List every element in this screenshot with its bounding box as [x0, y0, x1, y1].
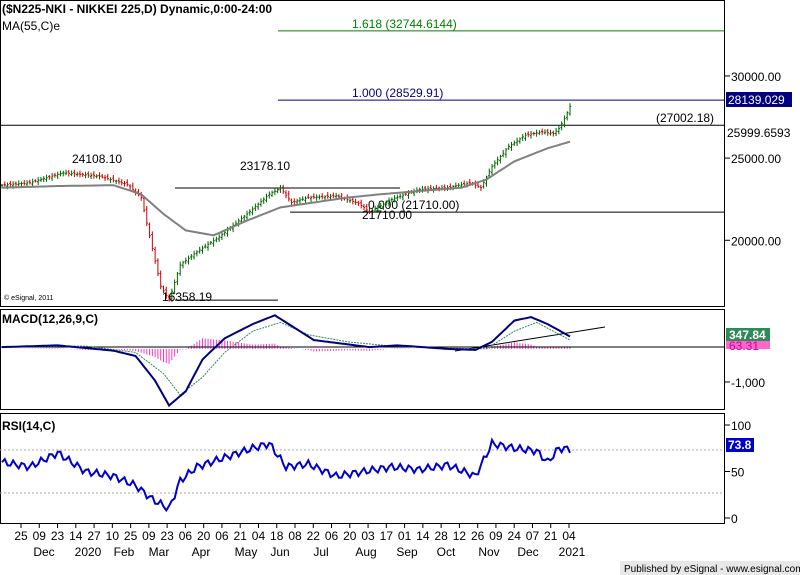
- price-annotation: 16358.19: [162, 290, 212, 304]
- x-day-label: 18: [270, 529, 284, 543]
- x-day-label: 06: [325, 529, 339, 543]
- fib-levels: 1.618 (32744.6144) 1.000 (28529.91) (27002…: [0, 17, 724, 301]
- chart-title: ($N225-NKI - NIKKEI 225,D) Dynamic,0:00-…: [2, 2, 272, 16]
- rsi-line: [1, 437, 571, 513]
- x-month-label: Apr: [192, 545, 211, 559]
- price-annotation: 24108.10: [72, 152, 122, 166]
- fib-level-label: 1.000 (28529.91): [352, 86, 443, 100]
- x-day-label: 23: [51, 529, 65, 543]
- x-day-label: 14: [69, 529, 83, 543]
- x-day-label: 06: [215, 529, 229, 543]
- ma-indicator-label: MA(55,C)e: [2, 19, 60, 33]
- x-day-label: 03: [361, 529, 375, 543]
- last-price-label: 28139.029: [728, 93, 785, 107]
- price-y-axis: 20000.00 25000.00 30000.00: [725, 70, 781, 248]
- x-month-label: Jul: [313, 545, 328, 559]
- x-day-label: 04: [562, 529, 576, 543]
- fib-level-label: 1.618 (32744.6144): [352, 17, 457, 31]
- x-day-label: 21: [234, 529, 248, 543]
- x-month-label: Dec: [517, 545, 538, 559]
- fib-level-label: (27002.18): [656, 111, 714, 125]
- x-month-label: Jun: [270, 545, 289, 559]
- x-day-label: 27: [87, 529, 101, 543]
- x-axis: 25 09 23 14 27 10 25 09 23 06 20 06 21 04 18 08 22 06 20 03…: [14, 523, 586, 559]
- rsi-tick-label: 100: [731, 419, 751, 433]
- rsi-y-axis: 0 50 100: [725, 419, 751, 526]
- x-day-label: 25: [14, 529, 28, 543]
- x-day-label: 09: [489, 529, 503, 543]
- x-month-label: Mar: [149, 545, 170, 559]
- x-day-label: 20: [197, 529, 211, 543]
- last-price-badge: [726, 92, 792, 107]
- x-month-label: Dec: [33, 545, 54, 559]
- macd-signal-line: [2, 321, 571, 396]
- x-day-label: 07: [526, 529, 540, 543]
- x-day-label: 04: [252, 529, 266, 543]
- x-day-label: 24: [508, 529, 522, 543]
- price-panel: [0, 0, 725, 307]
- x-day-label: 06: [179, 529, 193, 543]
- macd-title: MACD(12,26,9,C): [2, 312, 98, 326]
- macd-value-badge: [726, 328, 770, 342]
- macd-tick-label: -1,000: [731, 376, 765, 390]
- x-month-label: Feb: [114, 545, 135, 559]
- x-month-label: Oct: [437, 545, 456, 559]
- rsi-tick-label: 0: [731, 512, 738, 526]
- x-month-label: May: [235, 545, 258, 559]
- x-day-label: 20: [343, 529, 357, 543]
- x-month-label: 2020: [75, 545, 102, 559]
- ma-55-line: [1, 140, 571, 237]
- macd-panel: [0, 309, 725, 410]
- rsi-value-label: 73.8: [728, 438, 752, 452]
- x-day-label: 23: [160, 529, 174, 543]
- rsi-value-badge: [726, 438, 754, 452]
- price-tick-label: 30000.00: [731, 70, 781, 84]
- footer-bar: [620, 561, 800, 575]
- price-annotations: 24108.10 23178.10 16358.19 21710.00: [72, 152, 412, 304]
- x-day-label: 17: [380, 529, 394, 543]
- macd-histogram: [4, 338, 571, 364]
- price-tick-label: 25000.00: [731, 152, 781, 166]
- x-day-label: 26: [471, 529, 485, 543]
- x-day-label: 10: [106, 529, 120, 543]
- rsi-panel: [0, 413, 725, 524]
- macd-value-label: 347.84: [729, 328, 766, 342]
- price-annotation: 23178.10: [240, 159, 290, 173]
- price-candles: [0, 103, 572, 303]
- rsi-tick-label: 50: [731, 466, 745, 480]
- price-tick-label: 20000.00: [731, 234, 781, 248]
- x-month-label: Sep: [396, 545, 418, 559]
- x-day-label: 21: [544, 529, 558, 543]
- x-month-label: Nov: [478, 545, 499, 559]
- copyright: © eSignal, 2011: [4, 294, 54, 302]
- signal-value-badge: [726, 341, 770, 349]
- x-month-label: Aug: [355, 545, 376, 559]
- ma-last-label: 25999.6593: [727, 126, 791, 140]
- x-day-label: 28: [434, 529, 448, 543]
- fib-level-label: 0.000 (21710.00): [368, 198, 459, 212]
- x-month-label: 2021: [559, 545, 586, 559]
- macd-line: [1, 314, 571, 408]
- x-day-label: 09: [142, 529, 156, 543]
- x-day-label: 25: [124, 529, 138, 543]
- signal-value-label: 63.31: [729, 339, 759, 353]
- x-day-label: 12: [453, 529, 467, 543]
- x-day-label: 22: [307, 529, 321, 543]
- rsi-title: RSI(14,C): [2, 419, 55, 433]
- x-day-label: 01: [398, 529, 412, 543]
- x-day-label: 08: [288, 529, 302, 543]
- footer-text: Published by eSignal - www.esignal.com: [624, 564, 800, 575]
- x-day-label: 09: [33, 529, 47, 543]
- price-annotation: 21710.00: [362, 208, 412, 222]
- x-day-label: 14: [416, 529, 430, 543]
